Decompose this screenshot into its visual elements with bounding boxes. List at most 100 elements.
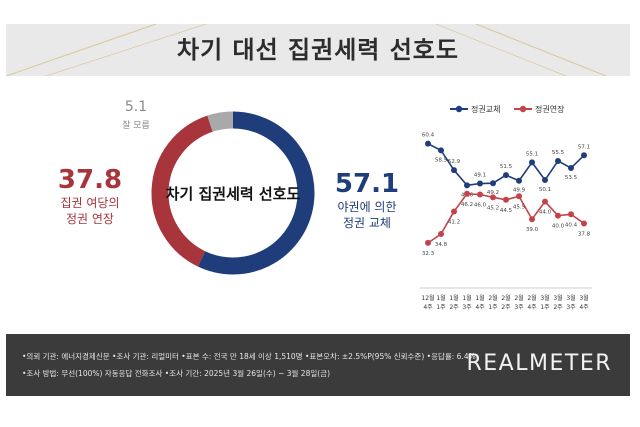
data-point (451, 208, 457, 215)
x-tick-label: 3월 (579, 294, 588, 302)
data-label: 57.1 (578, 144, 590, 150)
brand-logo: REALMETER (466, 351, 612, 376)
data-point (503, 172, 509, 179)
data-label: 46.0 (474, 203, 487, 209)
data-label: 49.1 (474, 173, 486, 179)
x-tick-label: 2주 (501, 304, 511, 311)
x-tick-label: 2월 (527, 294, 536, 302)
x-tick-label: 1주 (436, 304, 446, 311)
x-tick-label: 3주 (514, 304, 524, 311)
data-label: 55.1 (526, 151, 538, 157)
data-point (555, 212, 561, 219)
x-tick-label: 1월 (462, 294, 471, 302)
x-tick-label: 2주 (553, 304, 563, 311)
change-label-line1: 야권에 의한 (337, 200, 396, 214)
data-point (529, 216, 535, 223)
data-point (568, 211, 574, 218)
data-point (464, 190, 470, 197)
data-point (464, 182, 470, 189)
x-tick-label: 3월 (540, 294, 549, 302)
footer: •의뢰 기관: 에너지경제신문 •조사 기관: 리얼미터 •표본 수: 전국 만… (6, 334, 630, 396)
x-tick-label: 3월 (553, 294, 562, 302)
legend-marker-extend (519, 105, 527, 113)
legend-marker-change (455, 105, 463, 113)
data-label: 53.5 (565, 175, 578, 181)
data-point (490, 194, 496, 201)
legend-label-change: 정권교체 (471, 104, 500, 114)
extend-value: 37.8 (58, 165, 122, 195)
data-label: 45.2 (487, 205, 499, 211)
data-point (425, 140, 431, 147)
data-label: 34.8 (435, 242, 448, 248)
data-point (581, 220, 587, 227)
data-label: 39.0 (526, 227, 539, 233)
data-point (516, 177, 522, 184)
data-point (451, 167, 457, 174)
donut-segment-unknown (207, 111, 234, 132)
x-tick-label: 3주 (462, 304, 472, 311)
data-label: 55.5 (552, 150, 565, 156)
unknown-value: 5.1 (125, 99, 147, 115)
data-label: 37.8 (578, 231, 591, 237)
unknown-label: 잘 모름 (122, 119, 150, 131)
data-point (503, 196, 509, 203)
data-label: 41.2 (448, 219, 460, 225)
data-point (529, 159, 535, 166)
data-point (477, 191, 483, 198)
change-value: 57.1 (335, 169, 399, 199)
x-tick-label: 2월 (514, 294, 523, 302)
data-point (542, 177, 548, 184)
x-tick-label: 1주 (488, 304, 498, 311)
x-tick-label: 12월 (421, 294, 434, 302)
data-label: 44.0 (539, 210, 552, 216)
x-tick-label: 3주 (566, 304, 576, 311)
data-label: 60.4 (422, 133, 435, 139)
data-point (477, 180, 483, 187)
data-label: 49.9 (513, 188, 526, 194)
title-bar: 차기 대선 집권세력 선호도 (6, 24, 630, 76)
x-tick-label: 1월 (475, 294, 484, 302)
donut-chart (151, 111, 315, 275)
data-label: 50.1 (539, 187, 551, 193)
x-tick-label: 1월 (436, 294, 445, 302)
chart-area: 차기 집권세력 선호도 5.1 잘 모름 37.8 집권 여당의 정권 연장 5… (58, 99, 592, 311)
data-point (438, 147, 444, 154)
donut-center-label: 차기 집권세력 선호도 (166, 185, 301, 203)
data-point (568, 165, 574, 172)
data-point (542, 198, 548, 205)
data-label: 58.5 (435, 157, 448, 163)
footer-line-2: •조사 방법: 무선(100%) 자동응답 전화조사 •조사 기간: 2025년… (22, 369, 331, 378)
x-tick-label: 4주 (423, 304, 433, 311)
data-label: 49.2 (487, 190, 499, 196)
x-tick-label: 2월 (501, 294, 510, 302)
data-label: 46.2 (461, 202, 473, 208)
extend-label-line1: 집권 여당의 (60, 196, 119, 210)
x-tick-label: 2월 (488, 294, 497, 302)
x-tick-label: 3월 (566, 294, 575, 302)
data-point (490, 180, 496, 187)
footer-line-1: •의뢰 기관: 에너지경제신문 •조사 기관: 리얼미터 •표본 수: 전국 만… (22, 352, 476, 361)
data-label: 32.3 (422, 251, 435, 257)
x-tick-label: 1주 (540, 304, 550, 311)
data-point (555, 157, 561, 164)
data-label: 45.5 (513, 204, 526, 210)
page-title: 차기 대선 집권세력 선호도 (177, 36, 459, 64)
x-tick-label: 4주 (475, 304, 485, 311)
data-label: 40.0 (552, 224, 565, 230)
title-decoration (6, 24, 607, 76)
data-point (425, 239, 431, 246)
x-tick-label: 4주 (527, 304, 537, 311)
data-label: 40.4 (565, 222, 578, 228)
data-point (516, 193, 522, 200)
data-point (581, 152, 587, 159)
extend-label-line2: 정권 연장 (66, 212, 114, 226)
legend: 정권교체 정권연장 (450, 104, 565, 114)
x-tick-label: 2주 (449, 304, 459, 311)
data-label: 52.9 (448, 159, 461, 165)
change-label-line2: 정권 교체 (343, 216, 391, 230)
donut-segment-extend (151, 115, 213, 267)
donut-segment-change (197, 111, 315, 275)
x-tick-label: 1월 (449, 294, 458, 302)
data-label: 44.5 (500, 208, 513, 214)
data-point (438, 231, 444, 238)
